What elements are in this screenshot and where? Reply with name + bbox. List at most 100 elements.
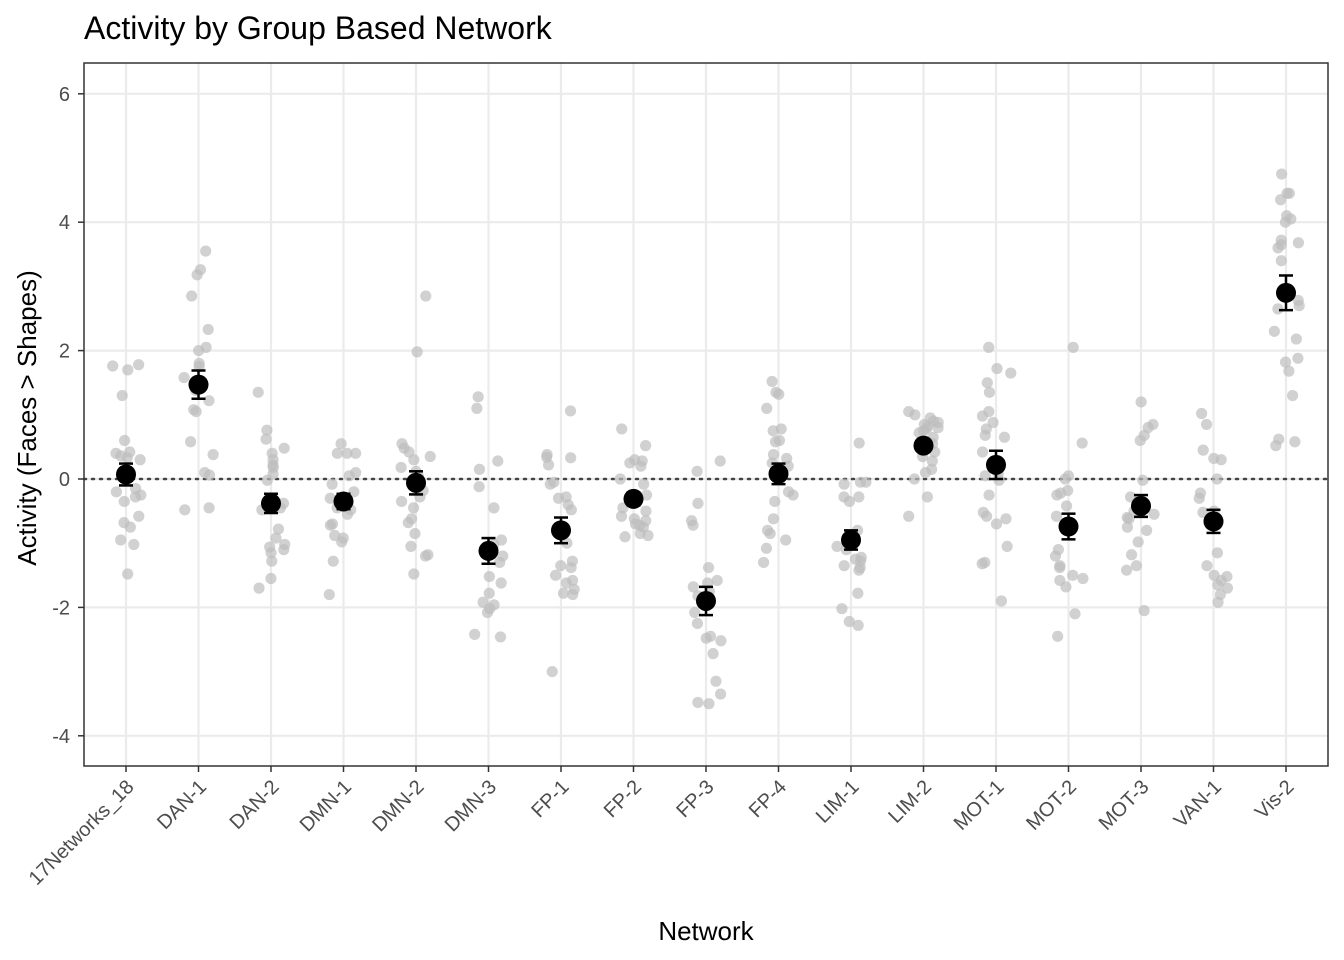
data-point: [133, 510, 145, 522]
data-point: [853, 491, 865, 503]
data-point: [348, 486, 360, 498]
data-point: [565, 452, 577, 464]
data-point: [1132, 536, 1144, 548]
x-tick-label: DAN-1: [153, 776, 211, 834]
data-point: [185, 436, 197, 448]
x-tick-label: FP-3: [672, 776, 718, 822]
data-point: [203, 469, 216, 481]
data-point: [405, 540, 417, 553]
data-point: [852, 587, 864, 599]
data-point: [335, 438, 347, 450]
data-point: [767, 513, 780, 525]
data-point: [178, 371, 190, 384]
data-point: [253, 582, 265, 594]
data-point: [1060, 581, 1072, 593]
data-point: [472, 391, 484, 403]
data-point: [420, 290, 432, 302]
data-point: [1069, 608, 1081, 620]
data-point: [780, 534, 792, 546]
data-point: [1293, 300, 1305, 312]
data-point: [1196, 407, 1208, 420]
mean-points: [116, 274, 1296, 617]
data-point: [119, 434, 131, 447]
data-point: [1067, 341, 1079, 353]
data-point: [1272, 303, 1284, 315]
data-point: [1138, 605, 1150, 617]
data-point: [703, 698, 715, 710]
data-point: [932, 422, 944, 434]
mean-point: [333, 491, 354, 512]
data-point: [260, 433, 272, 445]
x-tick-label: FP-2: [600, 776, 646, 822]
data-point: [323, 588, 335, 601]
data-point: [324, 519, 336, 531]
data-point: [691, 465, 703, 477]
data-point: [836, 603, 848, 615]
data-point: [831, 540, 843, 553]
x-tick-label: Vis-2: [1251, 776, 1299, 824]
data-point: [107, 360, 119, 372]
data-point: [635, 460, 647, 472]
data-point: [714, 688, 727, 700]
mean-point: [623, 488, 644, 509]
x-tick-label: MOT-1: [950, 776, 1009, 835]
data-point: [616, 423, 628, 435]
data-point: [402, 517, 414, 529]
mean-point: [841, 529, 861, 550]
data-point: [492, 455, 504, 467]
data-point: [787, 489, 799, 501]
data-point: [908, 473, 921, 485]
data-point: [278, 544, 290, 556]
data-point: [179, 504, 191, 516]
y-tick-label: 2: [59, 341, 70, 363]
data-point: [129, 491, 142, 503]
data-point: [186, 290, 198, 302]
y-tick-label: 0: [59, 469, 70, 491]
data-point: [349, 447, 362, 459]
data-point: [640, 440, 652, 452]
data-point: [843, 615, 855, 628]
data-point: [983, 489, 995, 501]
data-point: [691, 617, 704, 630]
data-point: [1059, 473, 1071, 485]
data-point: [1270, 440, 1282, 452]
data-point: [707, 648, 719, 660]
data-point: [976, 558, 988, 570]
data-point: [110, 486, 122, 498]
data-point: [640, 505, 652, 517]
data-point: [1076, 437, 1088, 449]
data-point: [854, 476, 867, 488]
data-point: [252, 386, 264, 398]
y-tick-label: -2: [52, 597, 70, 619]
data-point: [1123, 513, 1135, 525]
data-point: [1279, 216, 1292, 228]
x-tick-label: FP-4: [745, 776, 791, 822]
mean-point: [696, 590, 716, 611]
data-point: [483, 587, 495, 599]
data-point: [326, 478, 338, 490]
data-point: [760, 542, 773, 554]
data-point: [473, 463, 486, 475]
data-point: [624, 457, 636, 469]
data-point: [121, 452, 133, 464]
data-point: [976, 410, 989, 422]
data-point: [1212, 596, 1224, 608]
data-point: [642, 529, 654, 542]
data-point: [560, 577, 573, 589]
data-point: [395, 495, 408, 508]
data-point: [1221, 582, 1234, 594]
data-point: [1000, 513, 1012, 525]
data-point: [395, 461, 407, 474]
y-axis-title: Activity (Faces > Shapes): [12, 270, 42, 566]
gridlines: [84, 63, 1328, 766]
data-point: [544, 478, 556, 490]
data-point: [1077, 572, 1089, 585]
data-point: [1290, 333, 1302, 345]
data-point: [1283, 187, 1295, 199]
data-point: [207, 449, 219, 461]
data-point: [838, 560, 850, 572]
data-point: [565, 504, 577, 516]
data-point: [1287, 389, 1299, 402]
data-point: [494, 631, 507, 643]
